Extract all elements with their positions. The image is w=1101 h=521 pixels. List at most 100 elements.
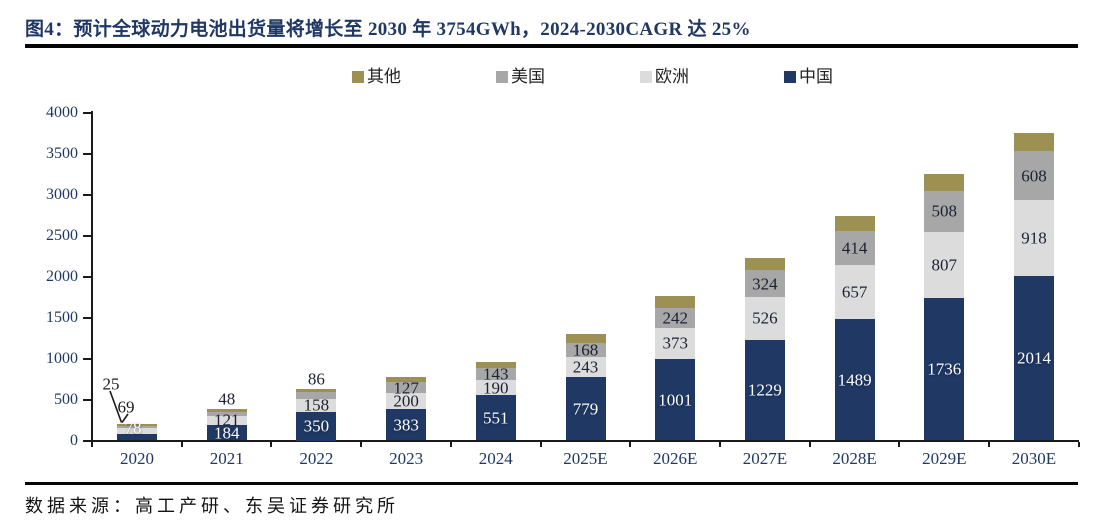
segment-china-2030E	[1014, 275, 1054, 441]
segment-europe-2020	[117, 428, 157, 435]
y-label-1500: 1500	[46, 308, 78, 326]
segment-others-2024	[475, 361, 516, 369]
segment-china-2028E	[834, 318, 875, 441]
segment-europe-2023	[386, 392, 427, 410]
x-tick-6	[629, 442, 632, 447]
segment-china-2022	[296, 411, 337, 441]
segment-china-2026E	[655, 358, 696, 441]
segment-others-2026E	[655, 296, 696, 309]
label-us-2026E: 242	[662, 308, 688, 328]
label-us-2030E: 608	[1021, 166, 1047, 186]
y-label-0: 0	[70, 431, 78, 449]
label-china-2025E: 779	[572, 399, 599, 419]
legend-label-us: 美国	[511, 67, 545, 86]
x-label-2020: 2020	[120, 449, 154, 468]
y-label-3000: 3000	[46, 185, 78, 203]
figure-title: 图4：预计全球动力电池出货量将增长至 2030 年 3754GWh，2024-2…	[25, 19, 751, 40]
segment-others-2020	[117, 423, 157, 427]
label-china-2022: 350	[303, 416, 330, 436]
legend-item-us: 美国	[496, 67, 545, 86]
y-label-2000: 2000	[46, 267, 78, 285]
label-europe-2029E: 807	[931, 255, 958, 275]
x-tick-3	[360, 442, 363, 447]
annotation-europe-2020: 69	[117, 397, 135, 417]
x-label-2027E: 2027E	[742, 449, 788, 468]
legend-item-china: 中国	[784, 67, 833, 86]
segment-us-2026E	[655, 308, 696, 328]
label-us-2025E: 168	[572, 340, 599, 360]
label-us-2022: 86	[307, 369, 325, 389]
segment-europe-2022	[296, 398, 337, 412]
x-label-2026E: 2026E	[652, 449, 698, 468]
label-china-2024: 551	[483, 408, 509, 428]
segment-others-2025E	[565, 334, 606, 344]
segment-others-2029E	[924, 173, 965, 191]
segment-us-2024	[475, 368, 516, 380]
segment-europe-2024	[475, 379, 516, 396]
label-europe-2025E: 243	[572, 357, 599, 377]
segment-china-2023	[386, 409, 427, 441]
label-us-2021: 48	[218, 389, 236, 409]
label-europe-2027E: 526	[752, 308, 778, 328]
x-tick-11	[1077, 442, 1080, 447]
x-tick-7	[718, 442, 721, 447]
y-tick-2000	[83, 275, 91, 278]
label-china-2030E: 2014	[1017, 348, 1051, 368]
y-label-3500: 3500	[46, 144, 78, 162]
segment-us-2025E	[565, 343, 606, 357]
label-us-2024: 143	[483, 364, 509, 384]
label-europe-2024: 190	[483, 378, 509, 398]
segment-others-2027E	[744, 257, 785, 271]
y-label-1000: 1000	[46, 349, 78, 367]
y-tick-3000	[83, 193, 91, 196]
segment-china-2021	[206, 425, 247, 441]
label-us-2023: 127	[393, 378, 419, 398]
segment-europe-2029E	[924, 232, 965, 299]
legend-label-china: 中国	[799, 67, 833, 86]
label-europe-2028E: 657	[841, 282, 868, 302]
label-china-2023: 383	[393, 415, 419, 435]
label-europe-2021: 121	[213, 410, 240, 430]
segment-europe-2021	[206, 415, 247, 426]
x-tick-5	[539, 442, 542, 447]
segment-europe-2030E	[1014, 200, 1054, 276]
data-source-text: 数据来源：高工产研、东吴证券研究所	[25, 496, 399, 516]
legend-item-others: 其他	[352, 67, 401, 86]
segment-us-2020	[117, 426, 157, 429]
legend-item-europe: 欧洲	[640, 67, 689, 86]
x-label-2030E: 2030E	[1011, 449, 1057, 468]
y-tick-4000	[83, 112, 91, 114]
segment-us-2028E	[834, 230, 875, 265]
source-divider	[25, 482, 1078, 485]
segment-others-2021	[206, 408, 247, 412]
label-europe-2022: 158	[303, 395, 330, 415]
x-label-2024: 2024	[478, 449, 513, 468]
label-us-2027E: 324	[752, 274, 778, 294]
x-label-2029E: 2029E	[922, 449, 967, 468]
label-us-2029E: 508	[931, 201, 958, 221]
segment-us-2030E	[1014, 150, 1054, 201]
x-tick-10	[988, 442, 990, 447]
label-china-2029E: 1736	[927, 359, 962, 379]
segment-china-2025E	[565, 376, 606, 441]
segment-us-2027E	[744, 270, 785, 297]
label-china-2026E: 1001	[658, 390, 693, 410]
segment-europe-2026E	[655, 328, 696, 359]
segment-others-2022	[296, 388, 337, 392]
legend-label-others: 其他	[367, 67, 401, 86]
label-china-2020: 78	[124, 418, 142, 437]
x-tick-0	[91, 442, 93, 447]
legend-swatch-europe	[640, 71, 652, 83]
segment-others-2023	[386, 376, 427, 383]
label-europe-2023: 200	[393, 391, 419, 411]
segment-us-2029E	[924, 190, 965, 233]
y-label-4000: 4000	[46, 104, 78, 121]
annotation-us-2020: 25	[102, 374, 120, 394]
y-axis-line	[91, 111, 93, 442]
x-tick-2	[270, 442, 273, 447]
legend-label-europe: 欧洲	[655, 67, 689, 86]
label-europe-2026E: 373	[662, 333, 688, 353]
x-tick-4	[449, 442, 452, 447]
x-label-2023: 2023	[389, 449, 424, 468]
